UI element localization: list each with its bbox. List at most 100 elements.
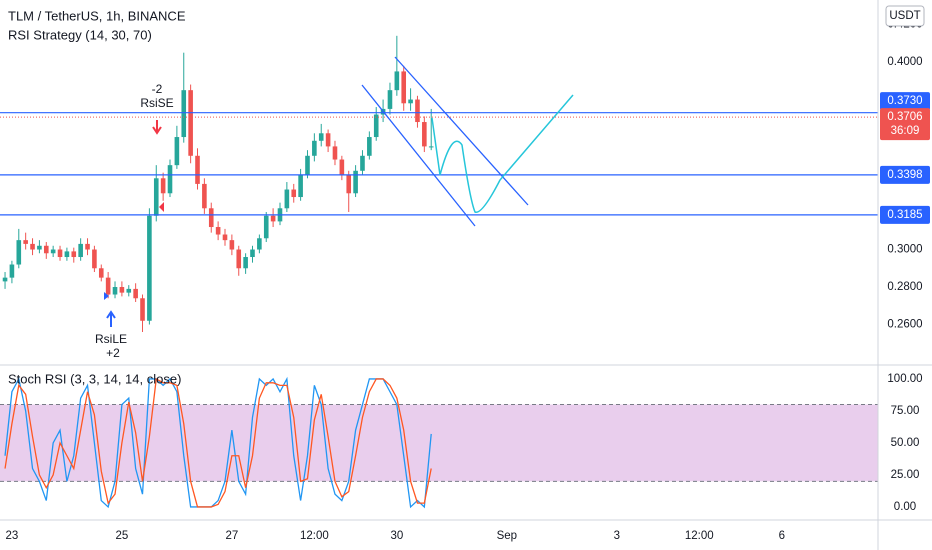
sell-arrow bbox=[152, 120, 162, 135]
sell-marker bbox=[159, 202, 164, 212]
candle-body bbox=[229, 240, 235, 250]
y-tick-label: 0.2800 bbox=[887, 281, 922, 293]
y-tick-label: 50.00 bbox=[891, 437, 920, 449]
candle-body bbox=[387, 90, 393, 109]
candle-body bbox=[133, 288, 138, 299]
x-tick-label: Sep bbox=[497, 530, 517, 542]
level-label: 0.3398 bbox=[887, 169, 922, 181]
level-label: 0.3730 bbox=[887, 95, 922, 107]
candle-body bbox=[236, 249, 242, 269]
candle-body bbox=[112, 287, 118, 295]
x-tick-label: 25 bbox=[115, 530, 128, 542]
candle-body bbox=[71, 251, 77, 258]
y-tick-label: 25.00 bbox=[891, 469, 920, 481]
candle-body bbox=[9, 264, 15, 278]
x-tick-label: 30 bbox=[390, 530, 403, 542]
countdown: 36:09 bbox=[891, 125, 920, 137]
level-label-box bbox=[880, 165, 930, 184]
x-tick-label: 23 bbox=[6, 530, 19, 542]
level-label-box bbox=[880, 205, 930, 224]
trend-line bbox=[361, 84, 476, 227]
candle-body bbox=[415, 99, 420, 123]
candle-body bbox=[263, 215, 269, 239]
strategy-label: RSI Strategy (14, 30, 70) bbox=[8, 27, 152, 42]
candle-body bbox=[2, 277, 8, 282]
candle-body bbox=[160, 178, 166, 194]
candle-body bbox=[222, 234, 228, 241]
stoch-line bbox=[4, 376, 432, 509]
x-tick-label: 3 bbox=[614, 530, 620, 542]
candle-body bbox=[428, 146, 434, 148]
candle-body bbox=[422, 122, 427, 147]
last-price-box bbox=[880, 108, 930, 141]
candle-body bbox=[367, 137, 372, 156]
candle-body bbox=[57, 249, 63, 258]
stoch-line bbox=[4, 377, 432, 508]
candle-body bbox=[153, 178, 159, 216]
candle-body bbox=[85, 243, 90, 250]
annotation: -2 bbox=[152, 82, 163, 96]
candle-body bbox=[284, 189, 290, 209]
annotation: RsiLE bbox=[95, 332, 127, 346]
candle-body bbox=[408, 99, 413, 104]
candle-body bbox=[401, 71, 407, 104]
projection-path bbox=[431, 94, 574, 213]
candle-body bbox=[332, 146, 338, 160]
candle-body bbox=[208, 208, 214, 228]
candle-body bbox=[181, 90, 187, 138]
x-tick-label: 12:00 bbox=[685, 530, 714, 542]
y-tick-label: 75.00 bbox=[891, 405, 920, 417]
candle-body bbox=[298, 174, 303, 198]
candle-body bbox=[270, 215, 276, 222]
band-fill bbox=[0, 404, 878, 482]
candle-body bbox=[195, 155, 200, 184]
candle-body bbox=[92, 249, 97, 269]
annotation: +2 bbox=[106, 346, 120, 360]
last-price-label: 0.3706 bbox=[887, 111, 922, 123]
y-tick-label: 0.4000 bbox=[887, 56, 922, 68]
candle-body bbox=[147, 215, 152, 321]
candle-body bbox=[30, 243, 35, 250]
candle-body bbox=[140, 298, 145, 321]
x-tick-label: 6 bbox=[779, 530, 785, 542]
candle-body bbox=[64, 251, 70, 258]
buy-marker bbox=[104, 292, 109, 300]
candle-body bbox=[174, 137, 180, 166]
y-tick-label: 100.00 bbox=[887, 373, 922, 385]
candle-body bbox=[250, 249, 255, 258]
candle-body bbox=[167, 165, 173, 194]
candle-body bbox=[105, 277, 111, 295]
currency: USDT bbox=[889, 10, 920, 22]
candle-body bbox=[325, 133, 331, 147]
candle-body bbox=[50, 249, 56, 254]
y-tick-label: 0.3000 bbox=[887, 244, 922, 256]
candle-body bbox=[312, 140, 317, 156]
candle-body bbox=[126, 288, 132, 293]
candle-body bbox=[318, 133, 324, 141]
candle-body bbox=[37, 245, 42, 250]
candle-body bbox=[394, 71, 400, 91]
candle-body bbox=[78, 243, 83, 258]
stoch-pane: 100.00 75.00 50.00 25.00 0.00 bbox=[0, 373, 923, 513]
candle-body bbox=[16, 240, 22, 265]
candle-body bbox=[23, 240, 28, 244]
price-pane: 0.42000.40000.30000.28000.26000.37300.33… bbox=[0, 19, 930, 333]
annotation: RsiSE bbox=[140, 96, 173, 110]
trend-line bbox=[394, 56, 529, 206]
symbol-title: TLM / TetherUS, 1h, BINANCE bbox=[8, 8, 186, 23]
candle-body bbox=[373, 114, 379, 138]
candle-body bbox=[346, 174, 352, 194]
candle-body bbox=[119, 287, 125, 293]
buy-arrow bbox=[106, 310, 116, 327]
currency-box[interactable] bbox=[885, 5, 925, 27]
candle-body bbox=[339, 159, 345, 175]
candle-body bbox=[215, 227, 221, 235]
x-tick-label: 27 bbox=[225, 530, 238, 542]
candle-body bbox=[353, 170, 358, 194]
indicator-label: Stoch RSI (3, 3, 14, 14, close) bbox=[8, 371, 181, 386]
candle-body bbox=[188, 90, 193, 156]
candle-body bbox=[291, 189, 297, 198]
level-label: 0.3185 bbox=[887, 209, 922, 221]
candle-body bbox=[98, 268, 104, 278]
